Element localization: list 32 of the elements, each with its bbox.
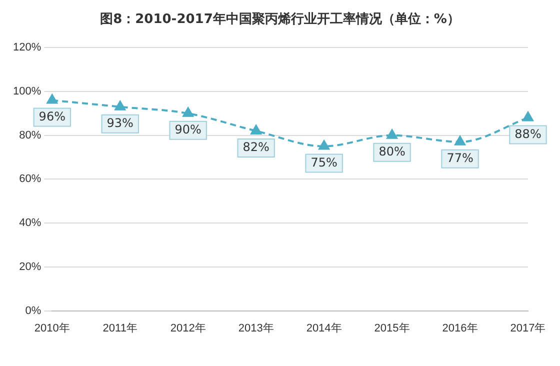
y-tick-label: 60% xyxy=(19,173,42,186)
x-tick-label: 2015年 xyxy=(374,322,410,334)
point xyxy=(182,107,194,117)
point xyxy=(250,124,262,134)
chart-title: 图8：2010-2017年中国聚丙烯行业开工率情况（单位：%） xyxy=(99,10,461,28)
x-tick-label: 2016年 xyxy=(442,322,478,334)
y-tick-label: 120% xyxy=(12,42,42,54)
data-label: 77% xyxy=(446,151,474,166)
point xyxy=(386,129,398,139)
y-tick-label: 20% xyxy=(19,260,42,273)
data-label: 90% xyxy=(174,122,202,137)
point xyxy=(454,136,466,146)
point xyxy=(114,100,126,110)
data-label: 82% xyxy=(242,140,270,154)
y-tick-label: 0% xyxy=(25,304,42,317)
x-tick-label: 2013年 xyxy=(238,322,274,334)
data-label: 96% xyxy=(38,109,66,124)
x-tick-label: 2017年 xyxy=(510,322,546,334)
data-label: 80% xyxy=(378,144,406,158)
data-label: 75% xyxy=(310,155,338,170)
point xyxy=(522,112,534,122)
y-tick-label: 100% xyxy=(12,86,42,98)
x-tick-label: 2011年 xyxy=(102,322,138,334)
point xyxy=(46,94,58,104)
data-label: 88% xyxy=(514,126,542,141)
x-tick-label: 2010年 xyxy=(34,322,70,334)
y-tick-label: 80% xyxy=(19,129,42,142)
data-label: 93% xyxy=(106,116,134,130)
x-tick-label: 2014年 xyxy=(306,322,342,334)
y-tick-label: 40% xyxy=(19,217,42,230)
point xyxy=(318,140,330,150)
x-tick-label: 2012年 xyxy=(170,322,206,334)
